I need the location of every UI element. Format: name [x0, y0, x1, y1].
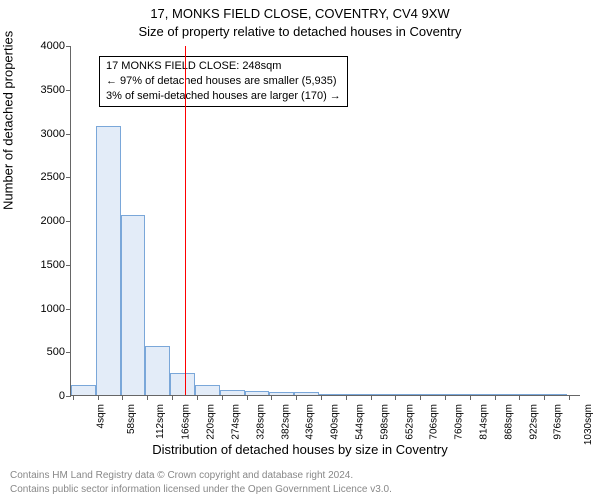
histogram-plot: 17 MONKS FIELD CLOSE: 248sqm ← 97% of de… — [70, 46, 580, 396]
xtick-mark — [222, 395, 223, 400]
y-axis-label: Number of detached properties — [1, 31, 16, 210]
xtick-label: 58sqm — [126, 404, 137, 434]
annotation-line3: 3% of semi-detached houses are larger (1… — [106, 89, 341, 104]
xtick-mark — [346, 395, 347, 400]
ytick-label: 4000 — [41, 40, 65, 52]
histogram-bar — [294, 392, 319, 395]
histogram-bar — [518, 394, 543, 395]
ytick-mark — [66, 177, 71, 178]
xtick-mark — [495, 395, 496, 400]
xtick-label: 112sqm — [155, 404, 166, 439]
histogram-bar — [195, 385, 220, 395]
footer-line2: Contains public sector information licen… — [10, 484, 392, 495]
ytick-label: 3000 — [41, 128, 65, 140]
annotation-line2: ← 97% of detached houses are smaller (5,… — [106, 74, 341, 89]
ytick-label: 3500 — [41, 84, 65, 96]
footer-line1: Contains HM Land Registry data © Crown c… — [10, 470, 353, 481]
x-axis-label: Distribution of detached houses by size … — [0, 442, 600, 457]
xtick-label: 4sqm — [95, 404, 106, 428]
ytick-label: 1500 — [41, 259, 65, 271]
xtick-label: 598sqm — [379, 404, 390, 440]
xtick-mark — [519, 395, 520, 400]
histogram-bar — [418, 394, 443, 395]
histogram-bar — [542, 394, 567, 395]
ytick-mark — [66, 46, 71, 47]
xtick-mark — [172, 395, 173, 400]
xtick-label: 868sqm — [503, 404, 514, 440]
xtick-mark — [122, 395, 123, 400]
xtick-mark — [147, 395, 148, 400]
histogram-bar — [269, 392, 294, 395]
histogram-bar — [145, 346, 170, 395]
xtick-mark — [445, 395, 446, 400]
ytick-label: 2500 — [41, 171, 65, 183]
xtick-mark — [296, 395, 297, 400]
xtick-label: 436sqm — [305, 404, 316, 440]
xtick-label: 922sqm — [528, 404, 539, 440]
xtick-mark — [395, 395, 396, 400]
ytick-mark — [66, 90, 71, 91]
histogram-bar — [369, 394, 394, 395]
annotation-line1: 17 MONKS FIELD CLOSE: 248sqm — [106, 59, 341, 74]
xtick-label: 652sqm — [404, 404, 415, 440]
xtick-label: 274sqm — [230, 404, 241, 440]
xtick-mark — [321, 395, 322, 400]
xtick-label: 1030sqm — [583, 404, 594, 445]
xtick-mark — [569, 395, 570, 400]
histogram-bar — [394, 394, 419, 395]
xtick-label: 490sqm — [330, 404, 341, 440]
page-title-line2: Size of property relative to detached ho… — [0, 24, 600, 39]
ytick-mark — [66, 221, 71, 222]
xtick-mark — [544, 395, 545, 400]
xtick-label: 328sqm — [255, 404, 266, 440]
histogram-bar — [71, 385, 96, 396]
ytick-mark — [66, 309, 71, 310]
histogram-bar — [121, 215, 146, 395]
xtick-mark — [271, 395, 272, 400]
xtick-mark — [73, 395, 74, 400]
xtick-label: 166sqm — [181, 404, 192, 440]
histogram-bar — [468, 394, 493, 395]
annotation-box: 17 MONKS FIELD CLOSE: 248sqm ← 97% of de… — [99, 56, 348, 107]
histogram-bar — [319, 394, 344, 395]
histogram-bar — [344, 394, 369, 395]
reference-line — [185, 46, 186, 395]
xtick-label: 760sqm — [454, 404, 465, 440]
xtick-label: 976sqm — [553, 404, 564, 440]
xtick-mark — [420, 395, 421, 400]
xtick-label: 382sqm — [280, 404, 291, 440]
ytick-label: 0 — [59, 390, 65, 402]
xtick-mark — [98, 395, 99, 400]
histogram-bar — [220, 390, 245, 395]
ytick-label: 2000 — [41, 215, 65, 227]
xtick-label: 706sqm — [429, 404, 440, 440]
xtick-mark — [247, 395, 248, 400]
histogram-bar — [96, 126, 121, 396]
xtick-mark — [197, 395, 198, 400]
ytick-mark — [66, 134, 71, 135]
xtick-label: 814sqm — [479, 404, 490, 440]
histogram-bar — [443, 394, 468, 395]
ytick-mark — [66, 396, 71, 397]
xtick-label: 544sqm — [355, 404, 366, 440]
histogram-bar — [170, 373, 195, 395]
ytick-mark — [66, 265, 71, 266]
ytick-mark — [66, 352, 71, 353]
page-title-line1: 17, MONKS FIELD CLOSE, COVENTRY, CV4 9XW — [0, 6, 600, 21]
xtick-mark — [470, 395, 471, 400]
histogram-bar — [493, 394, 518, 395]
ytick-label: 500 — [47, 346, 65, 358]
xtick-mark — [371, 395, 372, 400]
xtick-label: 220sqm — [206, 404, 217, 440]
histogram-bar — [245, 391, 270, 395]
ytick-label: 1000 — [41, 303, 65, 315]
